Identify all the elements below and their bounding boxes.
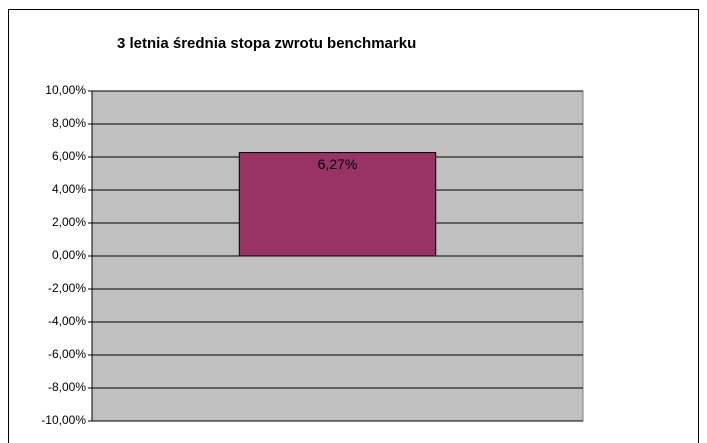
data-label: 6,27% xyxy=(318,156,358,172)
y-tick-label: 6,00% xyxy=(52,149,86,163)
y-tick-label: 4,00% xyxy=(52,182,86,196)
y-tick-label: 10,00% xyxy=(45,83,86,97)
y-tick-label: 0,00% xyxy=(52,248,86,262)
chart-title: 3 letnia średnia stopa zwrotu benchmarku xyxy=(117,35,416,52)
y-tick-label: 8,00% xyxy=(52,116,86,130)
y-tick-label: -6,00% xyxy=(48,347,86,361)
bar xyxy=(238,152,437,257)
y-tick-label: -4,00% xyxy=(48,314,86,328)
y-tick-label: -10,00% xyxy=(41,413,86,427)
y-tick-label: -2,00% xyxy=(48,281,86,295)
y-tick-label: 2,00% xyxy=(52,215,86,229)
y-tick-label: -8,00% xyxy=(48,380,86,394)
